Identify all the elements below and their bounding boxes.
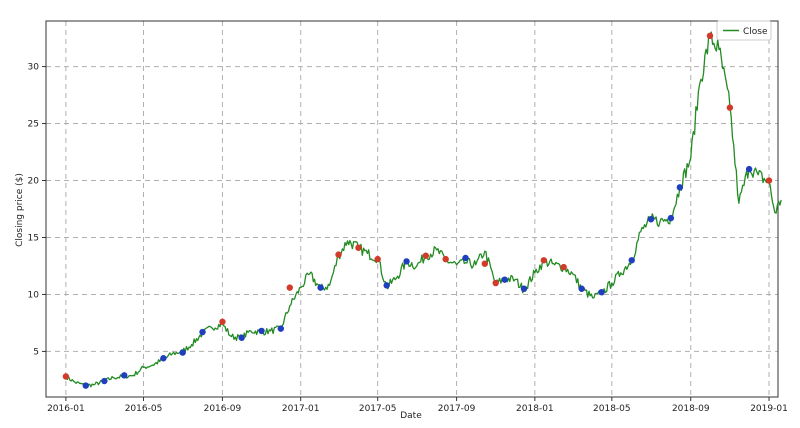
grid — [46, 21, 778, 397]
buy-marker-11 — [403, 258, 410, 265]
buy-marker-17 — [628, 257, 635, 264]
legend: Close — [716, 20, 772, 41]
y-tick-label-0: 5 — [33, 347, 39, 357]
y-tick-label-1: 10 — [28, 290, 40, 300]
y-axis-label: Closing price ($) — [15, 173, 25, 247]
buy-marker-13 — [501, 276, 508, 283]
buy-marker-0 — [82, 382, 89, 389]
buy-marker-5 — [199, 328, 206, 336]
sell-marker-10 — [540, 257, 548, 264]
legend-close-label: Close — [743, 27, 768, 37]
close-line — [65, 31, 782, 388]
buy-marker-9 — [317, 284, 324, 291]
plot-frame — [45, 20, 779, 398]
x-axis-label: Date — [400, 411, 422, 421]
buy-marker-2 — [121, 372, 128, 379]
x-tick-label-5: 2017-09 — [438, 404, 476, 414]
x-tick-label-9: 2019-01 — [750, 404, 788, 414]
sell-marker-14 — [765, 177, 773, 184]
sell-marker-11 — [560, 263, 567, 271]
sell-marker-13 — [726, 104, 734, 111]
buy-marker-4 — [179, 349, 186, 356]
buy-marker-18 — [647, 216, 655, 223]
buy-marker-21 — [745, 165, 753, 173]
buy-marker-8 — [277, 325, 285, 332]
x-tick-label-8: 2018-09 — [672, 404, 710, 414]
sell-marker-4 — [355, 244, 362, 251]
sell-marker-7 — [442, 255, 449, 263]
sell-marker-1 — [219, 318, 226, 325]
axes: 2016-01 2016-05 2016-09 2017-01 2017-05 2017-… — [28, 20, 788, 414]
x-tick-label-0: 2016-01 — [47, 404, 85, 414]
buy-marker-20 — [676, 184, 684, 191]
buy-marker-1 — [101, 377, 108, 385]
x-tick-label-1: 2016-05 — [125, 404, 163, 414]
buy-marker-6 — [238, 334, 245, 341]
y-tick-label-4: 25 — [28, 120, 39, 130]
sell-marker-0 — [62, 373, 70, 380]
buy-marker-12 — [462, 254, 469, 262]
buy-marker-19 — [667, 214, 675, 222]
buy-marker-14 — [520, 285, 528, 292]
sell-marker-9 — [492, 279, 499, 287]
buy-marker-3 — [160, 355, 167, 362]
y-tick-label-2: 15 — [28, 233, 39, 243]
close-series — [65, 31, 782, 388]
x-tick-label-6: 2018-01 — [516, 404, 554, 414]
x-tick-label-3: 2017-01 — [282, 404, 320, 414]
sell-marker-12 — [706, 32, 714, 40]
buy-marker-16 — [598, 288, 605, 296]
buy-marker-15 — [578, 285, 585, 292]
x-tick-label-4: 2017-05 — [359, 404, 397, 414]
legend-box — [716, 20, 772, 41]
sell-marker-2 — [286, 284, 293, 291]
x-tick-label-2: 2016-09 — [204, 404, 242, 414]
sell-marker-6 — [422, 252, 429, 259]
buy-marker-10 — [383, 282, 390, 289]
sell-marker-5 — [374, 255, 381, 263]
trade-markers — [62, 32, 773, 389]
y-tick-label-5: 30 — [28, 63, 40, 73]
sell-marker-8 — [481, 260, 489, 267]
y-tick-label-3: 20 — [28, 177, 40, 187]
x-tick-label-7: 2018-05 — [593, 404, 631, 414]
sell-marker-3 — [335, 251, 342, 258]
buy-marker-7 — [258, 327, 265, 335]
